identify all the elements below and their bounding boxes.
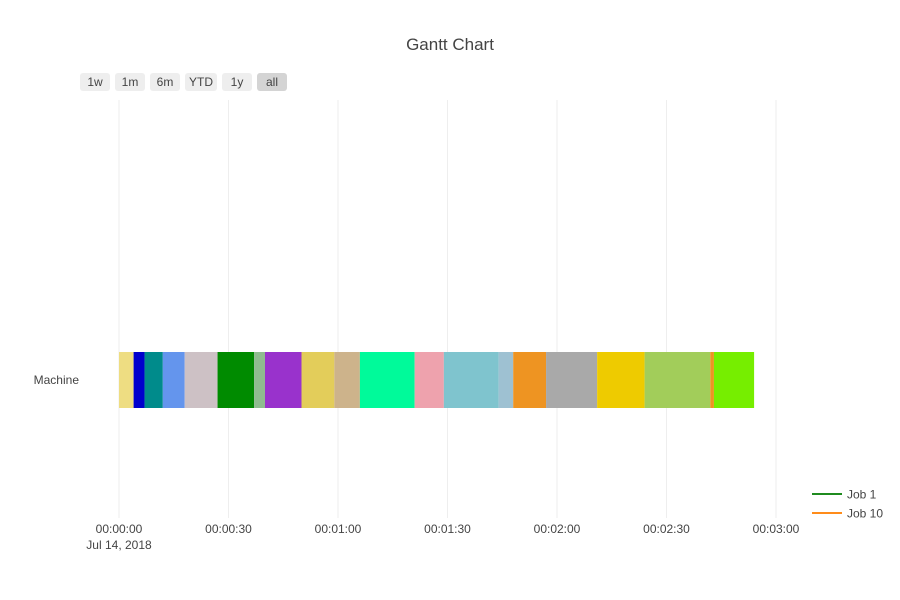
x-tick-label: 00:00:00 — [96, 522, 143, 536]
gantt-segment-2 — [133, 352, 145, 408]
gantt-segment-13 — [443, 352, 499, 408]
x-tick-sublabel: Jul 14, 2018 — [86, 538, 152, 552]
gantt-segment-12 — [414, 352, 444, 408]
gantt-segment-15 — [513, 352, 547, 408]
legend[interactable]: Job 1 Job 10 — [812, 488, 883, 521]
gantt-segment-20 — [713, 352, 755, 408]
legend-item[interactable]: Job 10 — [812, 507, 883, 521]
gantt-segment-5 — [184, 352, 218, 408]
gantt-segment-14 — [498, 352, 514, 408]
gantt-segment-18 — [644, 352, 711, 408]
range-button-all[interactable]: all — [257, 73, 287, 91]
gantt-segment-3 — [144, 352, 163, 408]
gantt-segment-17 — [597, 352, 645, 408]
range-button-bg — [257, 73, 287, 91]
range-button-label: 1y — [231, 75, 244, 89]
gantt-segment-11 — [359, 352, 415, 408]
chart-title: Gantt Chart — [406, 35, 494, 54]
x-axis-ticks: 00:00:00 Jul 14, 2018 00:00:30 00:01:00 00:0… — [86, 522, 799, 552]
x-tick-label: 00:01:00 — [315, 522, 362, 536]
x-tick-label: 00:00:30 — [205, 522, 252, 536]
gantt-segment-6 — [217, 352, 255, 408]
range-selector[interactable]: 1w 1m 6m YTD 1y all — [80, 73, 287, 91]
range-button-1m[interactable]: 1m — [115, 73, 145, 91]
range-button-label: 1m — [122, 75, 139, 89]
x-tick-label: 00:02:00 — [534, 522, 581, 536]
legend-item[interactable]: Job 1 — [812, 488, 877, 502]
gantt-bars — [119, 352, 755, 408]
gantt-segment-4 — [162, 352, 185, 408]
gantt-segment-9 — [301, 352, 335, 408]
gantt-segment-16 — [546, 352, 598, 408]
range-button-bg — [222, 73, 252, 91]
range-button-YTD[interactable]: YTD — [185, 73, 217, 91]
range-button-1w[interactable]: 1w — [80, 73, 110, 91]
range-button-bg — [150, 73, 180, 91]
range-button-6m[interactable]: 6m — [150, 73, 180, 91]
x-tick-label: 00:02:30 — [643, 522, 690, 536]
gantt-segment-7 — [254, 352, 265, 408]
range-button-label: 6m — [157, 75, 174, 89]
y-category-label: Machine — [34, 373, 80, 387]
legend-label: Job 10 — [847, 507, 883, 521]
range-button-label: YTD — [189, 75, 213, 89]
gantt-segment-8 — [265, 352, 302, 408]
gantt-segment-1 — [119, 352, 134, 408]
range-button-1y[interactable]: 1y — [222, 73, 252, 91]
x-tick-label: 00:01:30 — [424, 522, 471, 536]
gantt-segment-10 — [334, 352, 360, 408]
range-button-bg — [115, 73, 145, 91]
legend-label: Job 1 — [847, 488, 877, 502]
grid-lines — [118, 100, 777, 518]
x-tick-label: 00:03:00 — [753, 522, 800, 536]
range-button-label: 1w — [87, 75, 103, 89]
gantt-segment-19 — [710, 352, 714, 408]
range-button-bg — [80, 73, 110, 91]
range-button-label: all — [266, 75, 278, 89]
range-button-bg — [185, 73, 217, 91]
